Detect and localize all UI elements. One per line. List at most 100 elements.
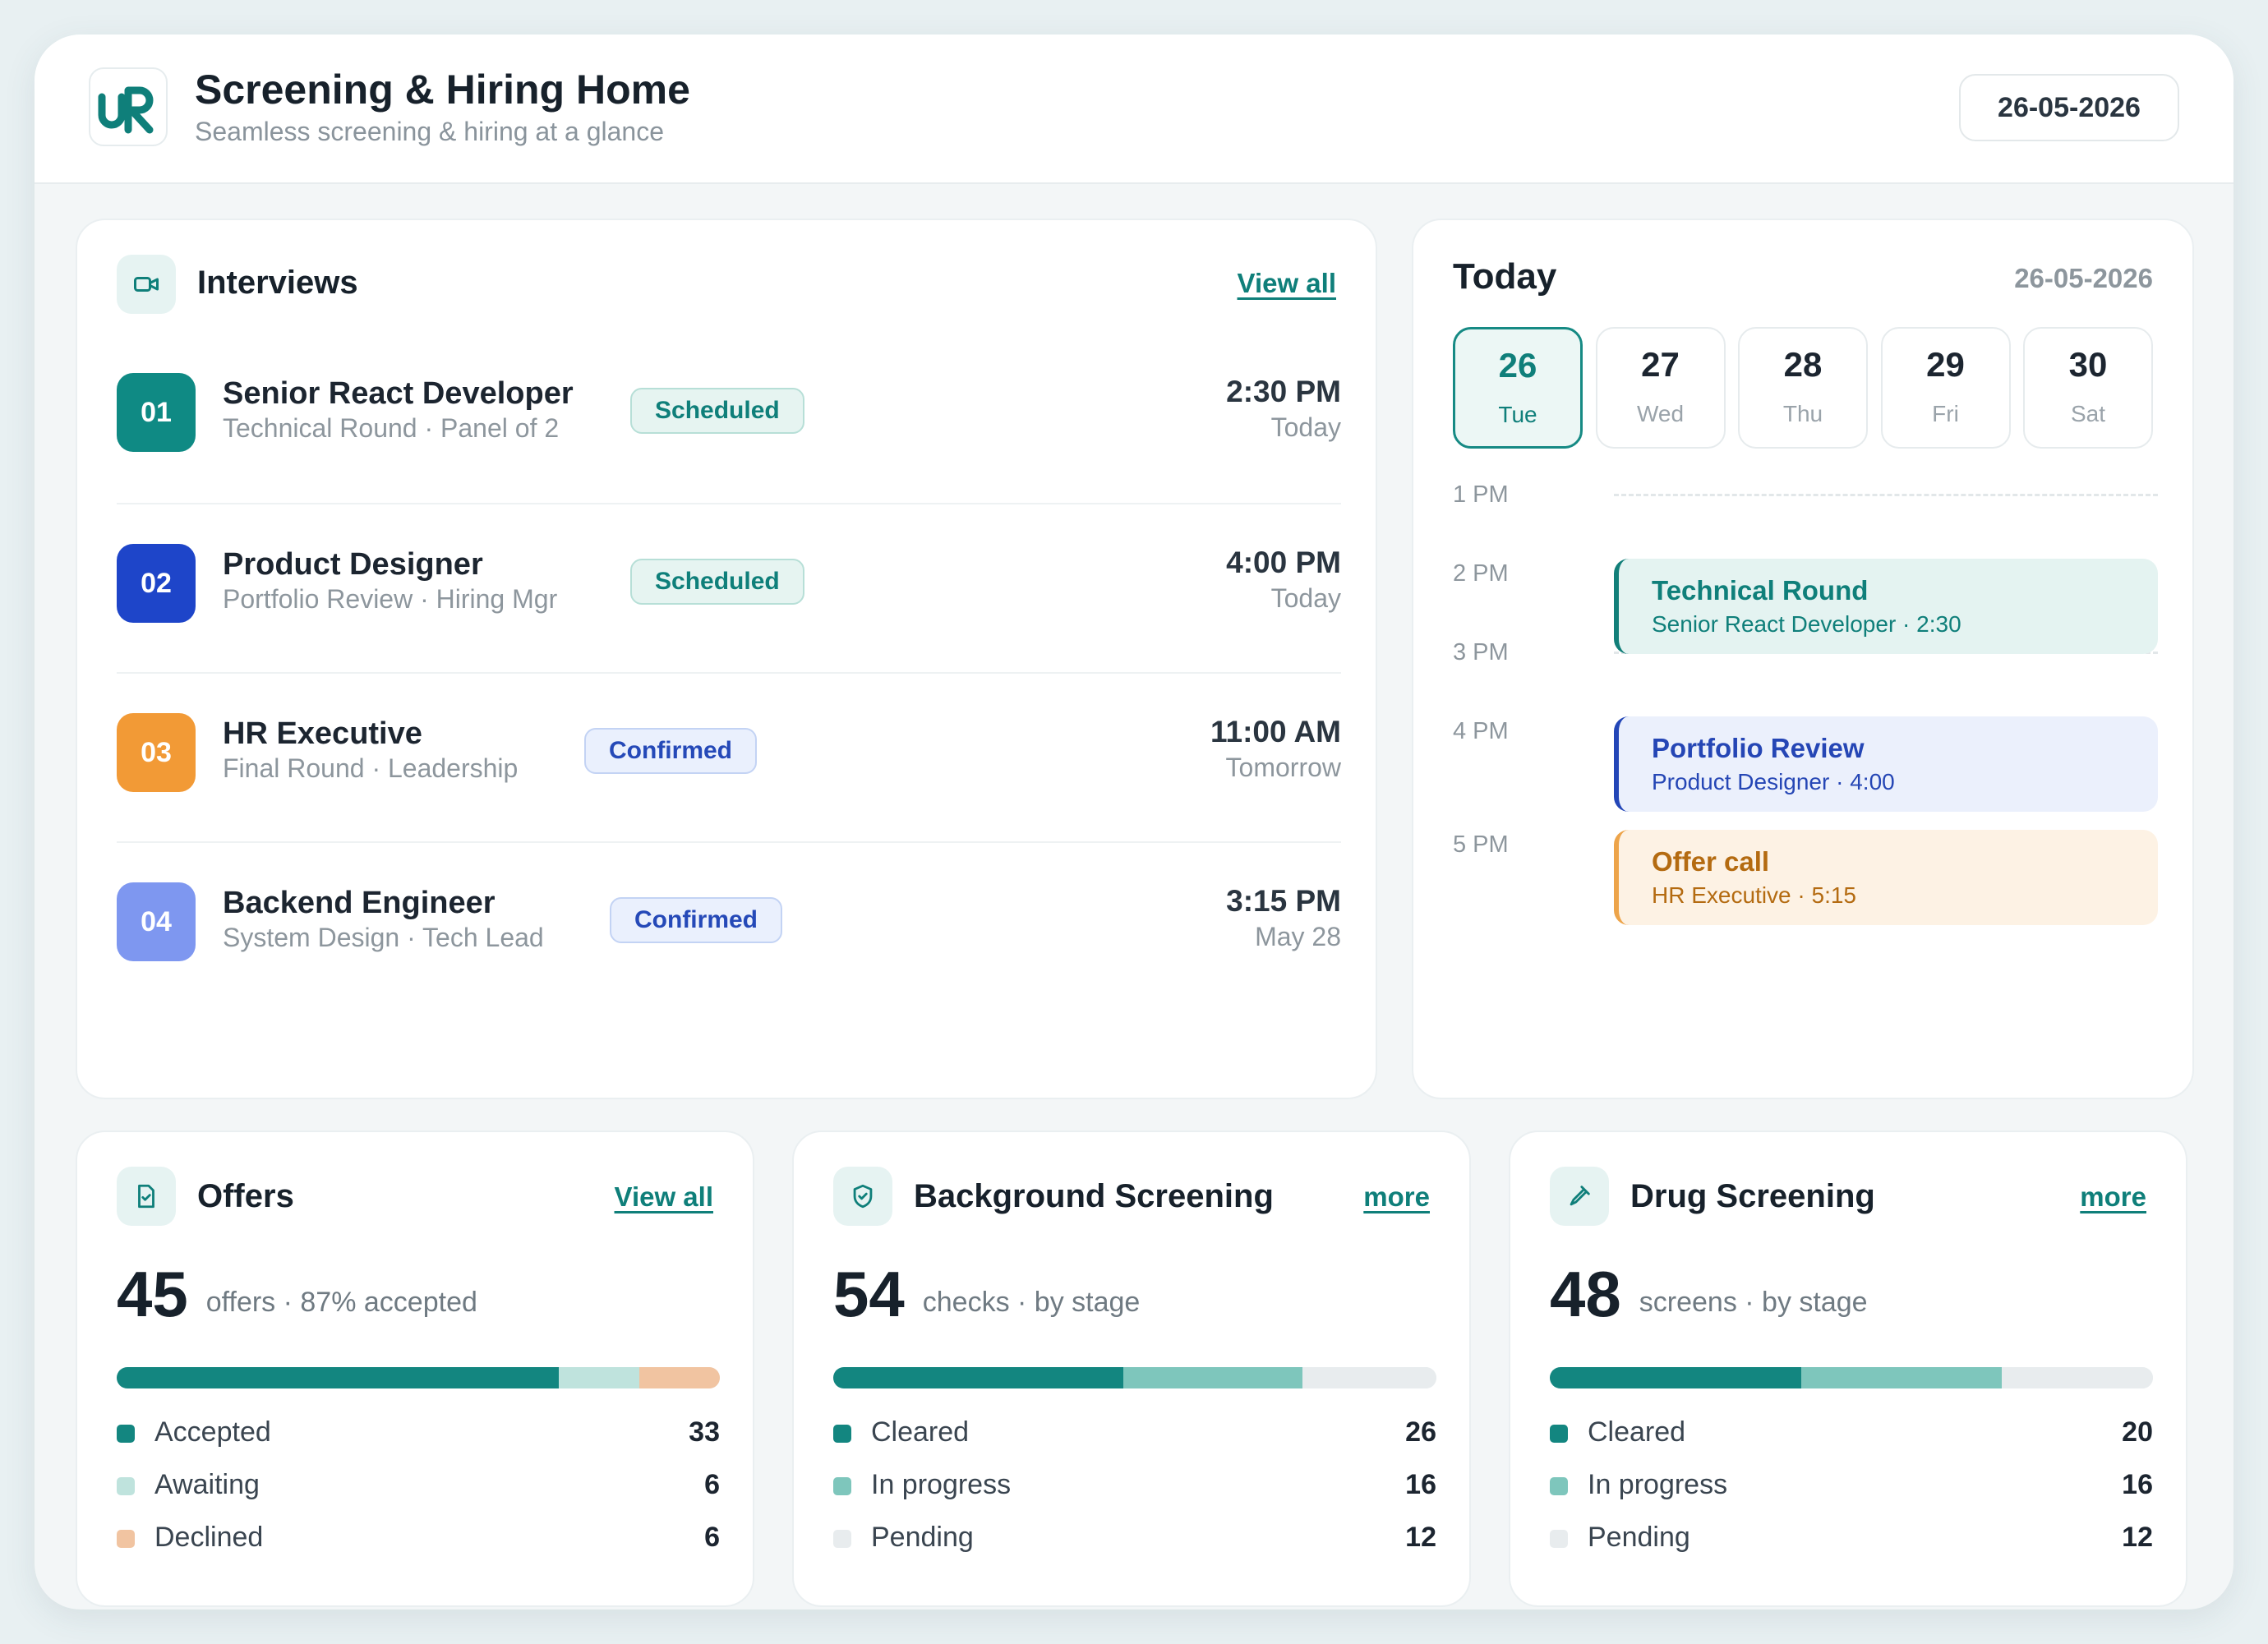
interview-row[interactable]: 03 HR Executive Final Round · Leadership Co… <box>117 672 1341 841</box>
interview-time: 2:30 PM <box>1226 375 1341 408</box>
status-badge: Scheduled <box>630 388 804 434</box>
legend-swatch <box>1550 1530 1568 1548</box>
pipette-icon <box>1550 1167 1609 1226</box>
interview-time: 11:00 AM <box>1210 715 1341 748</box>
date-picker[interactable]: 26-05-2026 <box>1959 74 2179 141</box>
hour-label: 4 PM <box>1453 718 1509 744</box>
drug-summary: screens · by stage <box>1639 1287 1868 1318</box>
drug-count: 48 <box>1550 1258 1621 1330</box>
event-subtitle: Product Designer · 4:00 <box>1652 769 1895 794</box>
legend-label: Pending <box>1588 1522 1690 1553</box>
offers-link[interactable]: View all <box>614 1181 713 1212</box>
document-check-icon <box>117 1167 176 1226</box>
legend-label: Cleared <box>871 1416 970 1448</box>
day-weekday: Tue <box>1498 402 1537 427</box>
legend-item: Cleared 26 <box>833 1415 1436 1456</box>
interview-row[interactable]: 01 Senior React Developer Technical Round … <box>117 334 1341 503</box>
drug-screening-card: Drug Screening more 48 screens · by stage Cl… <box>1509 1131 2187 1607</box>
drug-progress-bar <box>1550 1367 2153 1388</box>
legend-item: Pending 12 <box>1550 1520 2153 1561</box>
day-tab-26[interactable]: 26 Tue <box>1453 327 1583 449</box>
day-tab-27[interactable]: 27 Wed <box>1595 327 1726 449</box>
legend-label: Accepted <box>154 1416 271 1448</box>
offers-count: 45 <box>117 1258 188 1330</box>
hour-label: 3 PM <box>1453 639 1509 665</box>
app-logo[interactable] <box>89 67 168 146</box>
event-subtitle: Senior React Developer · 2:30 <box>1652 611 1961 637</box>
day-number: 30 <box>2068 345 2108 384</box>
interview-number-badge: 01 <box>117 373 196 452</box>
legend-swatch <box>833 1530 851 1548</box>
background-link[interactable]: more <box>1363 1181 1430 1212</box>
background-progress-bar <box>833 1367 1436 1388</box>
legend-swatch <box>833 1477 851 1495</box>
day-number: 29 <box>1926 345 1965 384</box>
interview-day: May 28 <box>1255 922 1341 951</box>
event-offer-call[interactable]: Offer call HR Executive · 5:15 <box>1614 830 2158 925</box>
today-date: 26-05-2026 <box>2014 263 2153 293</box>
offers-bar-segment-accepted <box>117 1367 560 1388</box>
event-subtitle: HR Executive · 5:15 <box>1652 882 1856 908</box>
today-title: Today <box>1453 256 1557 297</box>
interview-row[interactable]: 04 Backend Engineer System Design · Tech L… <box>117 841 1341 1011</box>
background-bar-segment-pending <box>1302 1367 1436 1388</box>
legend-swatch <box>117 1425 135 1443</box>
background-screening-card: Background Screening more 54 checks · by st… <box>792 1131 1471 1607</box>
offers-progress-bar <box>117 1367 720 1388</box>
interviews-card: Interviews View all 01 Senior React Devel… <box>76 219 1377 1099</box>
day-weekday: Thu <box>1782 401 1823 426</box>
status-badge: Confirmed <box>584 728 757 774</box>
legend-value: 6 <box>704 1469 720 1500</box>
hour-divider <box>1614 494 2158 496</box>
interviews-view-all-link[interactable]: View all <box>1237 268 1336 298</box>
interview-detail: Final Round · Leadership <box>223 753 519 783</box>
legend-item: Cleared 20 <box>1550 1415 2153 1456</box>
day-tab-28[interactable]: 28 Thu <box>1738 327 1868 449</box>
interview-detail: Portfolio Review · Hiring Mgr <box>223 584 558 614</box>
offers-bar-segment-declined <box>639 1367 720 1388</box>
legend-swatch <box>1550 1477 1568 1495</box>
interview-time: 3:15 PM <box>1226 884 1341 918</box>
legend-value: 12 <box>1405 1522 1436 1553</box>
legend-item: Pending 12 <box>833 1520 1436 1561</box>
interview-number-badge: 02 <box>117 544 196 623</box>
background-summary: checks · by stage <box>922 1287 1141 1318</box>
event-title: Technical Round <box>1652 575 1869 606</box>
interview-detail: Technical Round · Panel of 2 <box>223 413 560 443</box>
legend-swatch <box>1550 1425 1568 1443</box>
drug-link[interactable]: more <box>2080 1181 2146 1212</box>
legend-value: 26 <box>1405 1416 1436 1448</box>
day-number: 28 <box>1783 345 1823 384</box>
legend-item: In progress 16 <box>1550 1467 2153 1508</box>
interview-row[interactable]: 02 Product Designer Portfolio Review · Hir… <box>117 503 1341 672</box>
day-tab-30[interactable]: 30 Sat <box>2023 327 2153 449</box>
drug-bar-segment-cleared <box>1550 1367 1801 1388</box>
legend-item: Accepted 33 <box>117 1415 720 1456</box>
legend-label: In progress <box>1588 1469 1728 1500</box>
day-weekday: Sat <box>2070 401 2106 426</box>
legend-label: Cleared <box>1588 1416 1686 1448</box>
event-portfolio-review[interactable]: Portfolio Review Product Designer · 4:00 <box>1614 716 2158 812</box>
interview-day: Today <box>1270 583 1341 613</box>
interview-role: Senior React Developer <box>223 376 574 411</box>
legend-swatch <box>833 1425 851 1443</box>
interview-number-badge: 04 <box>117 882 196 961</box>
interview-role: HR Executive <box>223 716 422 751</box>
event-title: Offer call <box>1652 846 1770 877</box>
hour-label: 2 PM <box>1453 560 1509 587</box>
event-technical-round[interactable]: Technical Round Senior React Developer · … <box>1614 559 2158 654</box>
video-camera-icon <box>117 255 176 314</box>
offers-summary: offers · 87% accepted <box>205 1287 477 1318</box>
today-schedule-card: Today 26-05-2026 26 Tue 27 Wed 28 Thu 29 Fri 30 S… <box>1412 219 2194 1099</box>
legend-item: Declined 6 <box>117 1520 720 1561</box>
background-count: 54 <box>833 1258 905 1330</box>
interview-number-badge: 03 <box>117 713 196 792</box>
legend-value: 16 <box>2122 1469 2153 1500</box>
page-subtitle: Seamless screening & hiring at a glance <box>195 117 664 146</box>
legend-swatch <box>117 1477 135 1495</box>
background-bar-segment-in-progress <box>1123 1367 1302 1388</box>
event-title: Portfolio Review <box>1652 733 1865 763</box>
shield-check-icon <box>833 1167 892 1226</box>
interview-role: Product Designer <box>223 547 483 582</box>
day-tab-29[interactable]: 29 Fri <box>1880 327 2011 449</box>
